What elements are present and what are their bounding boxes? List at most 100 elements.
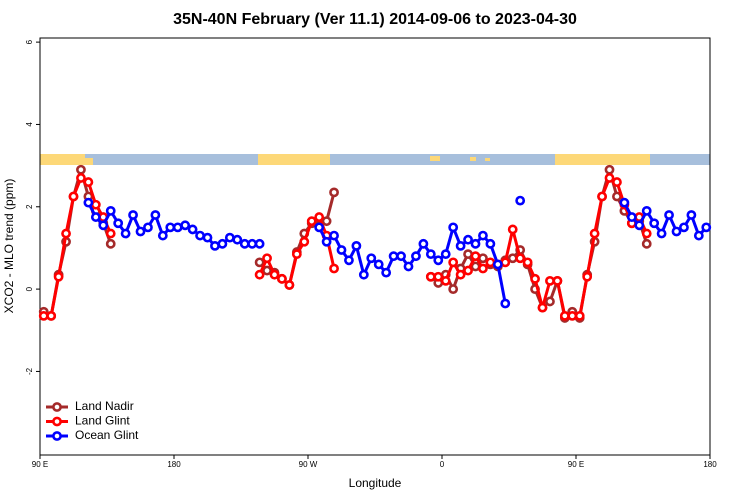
data-point [61,228,71,239]
data-point [291,249,302,260]
data-point [641,238,652,249]
data-point [440,275,451,286]
data-point [500,257,511,268]
data-point [83,177,94,187]
data-point [411,251,421,262]
data-point [76,164,86,175]
data-point [113,218,124,229]
data-point [455,269,466,280]
data-point [105,205,116,216]
data-point [68,191,79,202]
data-point [522,257,533,268]
data-point [604,173,615,183]
data-point [448,284,459,295]
data-point [187,224,198,235]
chart-title: 35N-40N February (Ver 11.1) 2014-09-06 t… [173,11,577,28]
y-tick-label: 6 [25,39,34,44]
data-point [433,255,444,266]
data-point [701,222,712,233]
data-point [344,255,354,266]
data-point [478,230,488,241]
data-point [545,296,555,307]
data-point [686,210,697,220]
data-point [626,212,637,222]
x-tick-label: 180 [703,460,717,469]
legend-marker [52,402,62,412]
data-point [604,164,615,175]
x-tick-label: 90 E [568,460,584,469]
data-point [612,177,622,187]
data-point [269,269,280,280]
data-point [53,271,64,282]
data-point [98,220,109,231]
x-tick-label: 180 [167,460,181,469]
data-point [336,245,347,255]
data-point [239,238,250,249]
data-point [664,210,674,220]
data-point [373,259,384,270]
data-point [500,298,511,309]
data-point [165,222,176,233]
data-point [46,310,57,321]
data-point [120,228,131,239]
data-point [90,212,101,222]
data-point [262,253,272,264]
data-point [314,212,325,222]
legend-label: Land Glint [75,414,130,428]
data-point [425,249,436,260]
x-tick-label: 90 E [32,460,48,469]
data-point [478,263,488,274]
data-point [105,228,116,239]
data-point [559,310,570,321]
data-point [478,253,488,264]
data-point [157,230,168,241]
data-point [150,210,161,220]
data-point [537,302,548,313]
data-point [388,251,399,262]
data-point [641,228,652,239]
data-point [128,210,138,220]
data-point [329,230,339,241]
data-point [574,310,585,321]
data-point [492,259,503,270]
x-tick-label: 90 W [299,460,318,469]
data-point [634,220,645,231]
y-tick-label: 2 [25,204,34,209]
data-point [515,253,526,264]
data-point [351,240,362,251]
data-point [455,240,466,251]
data-point [306,216,317,227]
data-point [582,271,593,282]
land-mask-strip [40,154,710,165]
data-point [641,205,652,216]
data-point [470,238,481,249]
x-axis-label: Longitude [349,476,402,490]
data-point [254,257,265,268]
data-point [552,275,563,286]
data-point [463,234,473,245]
data-point [418,238,429,249]
legend-label: Land Nadir [75,399,134,413]
data-point [76,173,86,183]
data-point [448,257,459,268]
data-point [321,236,332,247]
data-point [448,222,459,233]
data-point [254,269,265,280]
data-point [679,222,689,233]
data-point [440,249,451,260]
data-point [135,226,146,237]
data-point [329,187,339,198]
y-tick-label: 4 [25,122,34,127]
data-point [589,228,600,239]
data-point [180,220,191,231]
data-point [515,195,526,206]
data-point [530,273,540,284]
data-point [210,240,220,251]
data-point [83,197,94,208]
y-tick-label: -2 [25,367,34,375]
data-point [545,275,555,286]
data-point [329,263,339,274]
data-point [247,238,258,249]
data-point [507,253,518,264]
data-point [38,310,49,321]
